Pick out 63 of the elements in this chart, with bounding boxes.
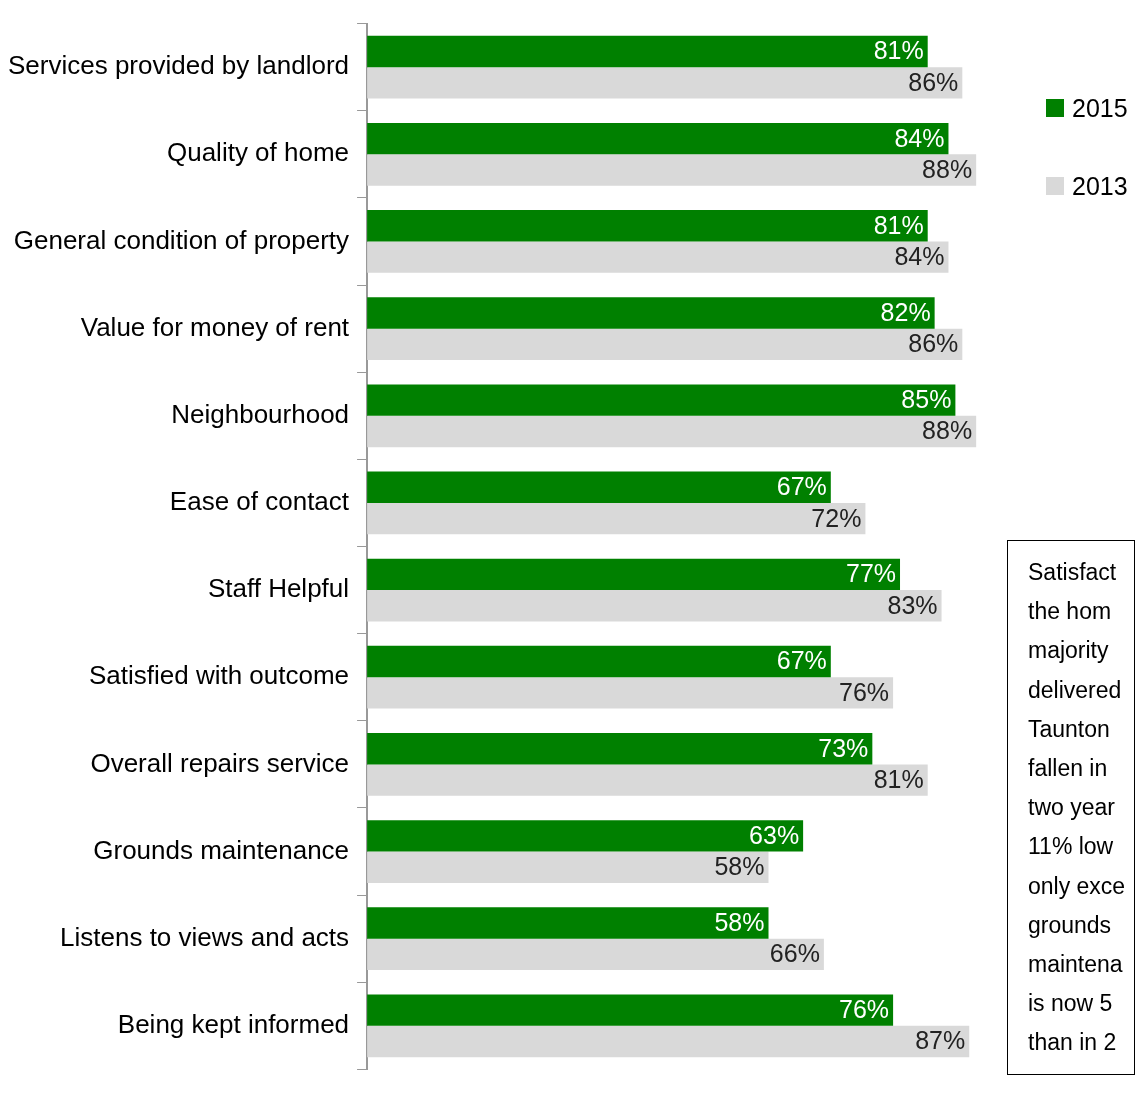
bar: [367, 502, 866, 535]
bar: [367, 1025, 970, 1058]
y-tick-label: Quality of home: [166, 137, 350, 168]
bar: [367, 733, 873, 765]
bar: [367, 297, 935, 329]
data-label: 63%: [749, 820, 800, 849]
bar: [367, 471, 831, 503]
bar: [367, 154, 977, 186]
y-tick-label: Services provided by landlord: [7, 50, 350, 81]
y-tick-label: Listens to views and acts: [60, 921, 350, 952]
bar: [367, 558, 901, 591]
bar: [367, 590, 942, 622]
bar: [367, 938, 824, 971]
bar: [367, 645, 831, 678]
bar: [367, 384, 956, 416]
data-label: 66%: [769, 939, 820, 968]
data-label: 84%: [894, 123, 945, 152]
data-label: 83%: [887, 590, 938, 619]
bar: [367, 210, 928, 242]
legend-label: 2013: [1072, 171, 1128, 201]
bar: [367, 677, 894, 709]
data-label: 88%: [922, 154, 973, 183]
data-label: 82%: [880, 297, 931, 326]
y-tick-label: Staff Helpful: [207, 573, 350, 604]
data-label: 86%: [908, 329, 959, 358]
data-label: 67%: [776, 472, 827, 501]
y-tick-label: Grounds maintenance: [93, 834, 350, 865]
data-label: 72%: [811, 503, 862, 532]
bar: [367, 851, 769, 883]
y-tick-label: Ease of contact: [169, 486, 350, 517]
data-label: 73%: [818, 733, 869, 762]
y-tick-label: Being kept informed: [117, 1009, 350, 1039]
bar: [367, 241, 949, 273]
data-label: 67%: [776, 646, 827, 675]
data-label: 86%: [908, 67, 959, 96]
y-tick-label: Overall repairs service: [90, 747, 350, 778]
data-label: 81%: [873, 764, 924, 793]
data-label: 81%: [873, 36, 924, 65]
bar: [367, 67, 963, 99]
bar: [367, 820, 804, 852]
bar: [367, 764, 928, 796]
y-tick-label: Satisfied with outcome: [88, 660, 350, 691]
bar: [367, 35, 928, 68]
data-label: 81%: [873, 210, 924, 239]
data-label: 87%: [915, 1026, 966, 1055]
y-tick-label: Neighbourhood: [171, 398, 350, 429]
data-label: 84%: [894, 242, 945, 271]
y-tick-label: Value for money of rent: [80, 311, 350, 342]
bar: [367, 328, 963, 360]
data-label: 58%: [714, 907, 765, 936]
data-label: 77%: [845, 559, 897, 588]
data-label: 88%: [922, 416, 973, 445]
data-label: 76%: [839, 677, 890, 706]
y-tick-label: General condition of property: [13, 224, 350, 255]
bar: [367, 994, 894, 1026]
bar: [367, 415, 977, 448]
data-label: 58%: [714, 852, 765, 881]
bar: [367, 122, 949, 155]
text: Satisfact the hom majority delivered Taunton fallen in two year 11% low only exce grounds maintena is now 5 than in 2: [1028, 559, 1126, 1056]
bar: [367, 907, 769, 939]
data-label: 85%: [901, 384, 952, 413]
legend-label: 2015: [1072, 93, 1128, 123]
data-label: 76%: [839, 995, 890, 1024]
